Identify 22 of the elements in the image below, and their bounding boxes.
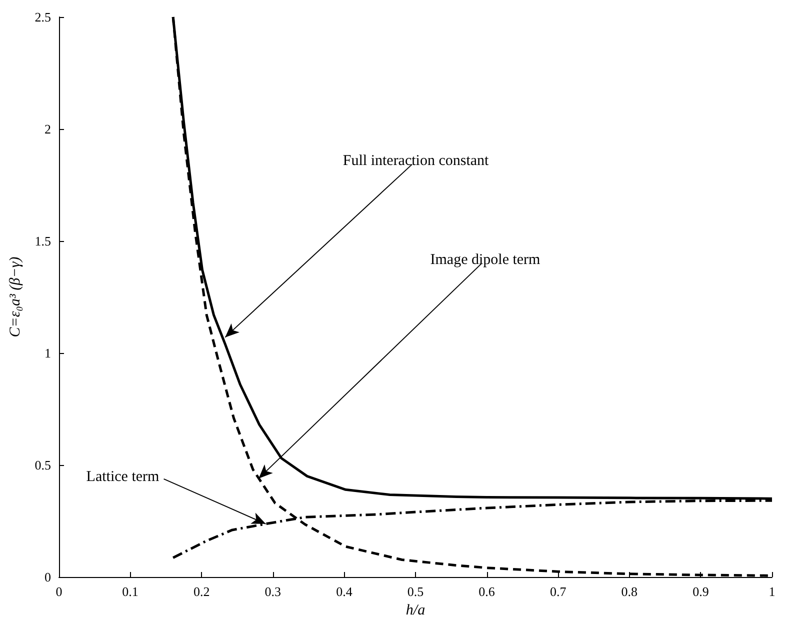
x-tick-label: 0.6 <box>478 584 496 599</box>
y-tick-label: 0 <box>44 570 51 584</box>
y-tick-label: 2.5 <box>34 10 51 24</box>
annotation: Full interaction constant <box>342 152 490 169</box>
x-tick-label: 1 <box>768 584 776 599</box>
annotation: Lattice term <box>86 468 160 485</box>
x-tick-label: 0.2 <box>193 584 210 599</box>
x-tick-label: 0.3 <box>264 584 282 599</box>
x-tick-label: 0 <box>56 584 62 599</box>
x-tick-label: 0.7 <box>550 584 567 599</box>
y-tick-label: 1 <box>44 346 51 360</box>
y-tick-label: 0.5 <box>34 458 51 472</box>
x-tick-label: 0.1 <box>122 584 138 599</box>
annotation: Image dipole term <box>430 252 541 268</box>
x-axis-title: h/a <box>406 602 426 618</box>
y-tick-label: 2 <box>44 122 51 136</box>
y-tick-label: 1.5 <box>34 234 51 248</box>
x-tick-label: 0.9 <box>692 584 709 599</box>
x-tick-label: 0.4 <box>336 584 353 599</box>
y-axis-title: C=ε₀a³ (β−γ) <box>8 256 24 338</box>
x-tick-label: 0.5 <box>407 584 424 599</box>
x-tick-label: 0.8 <box>621 584 638 599</box>
